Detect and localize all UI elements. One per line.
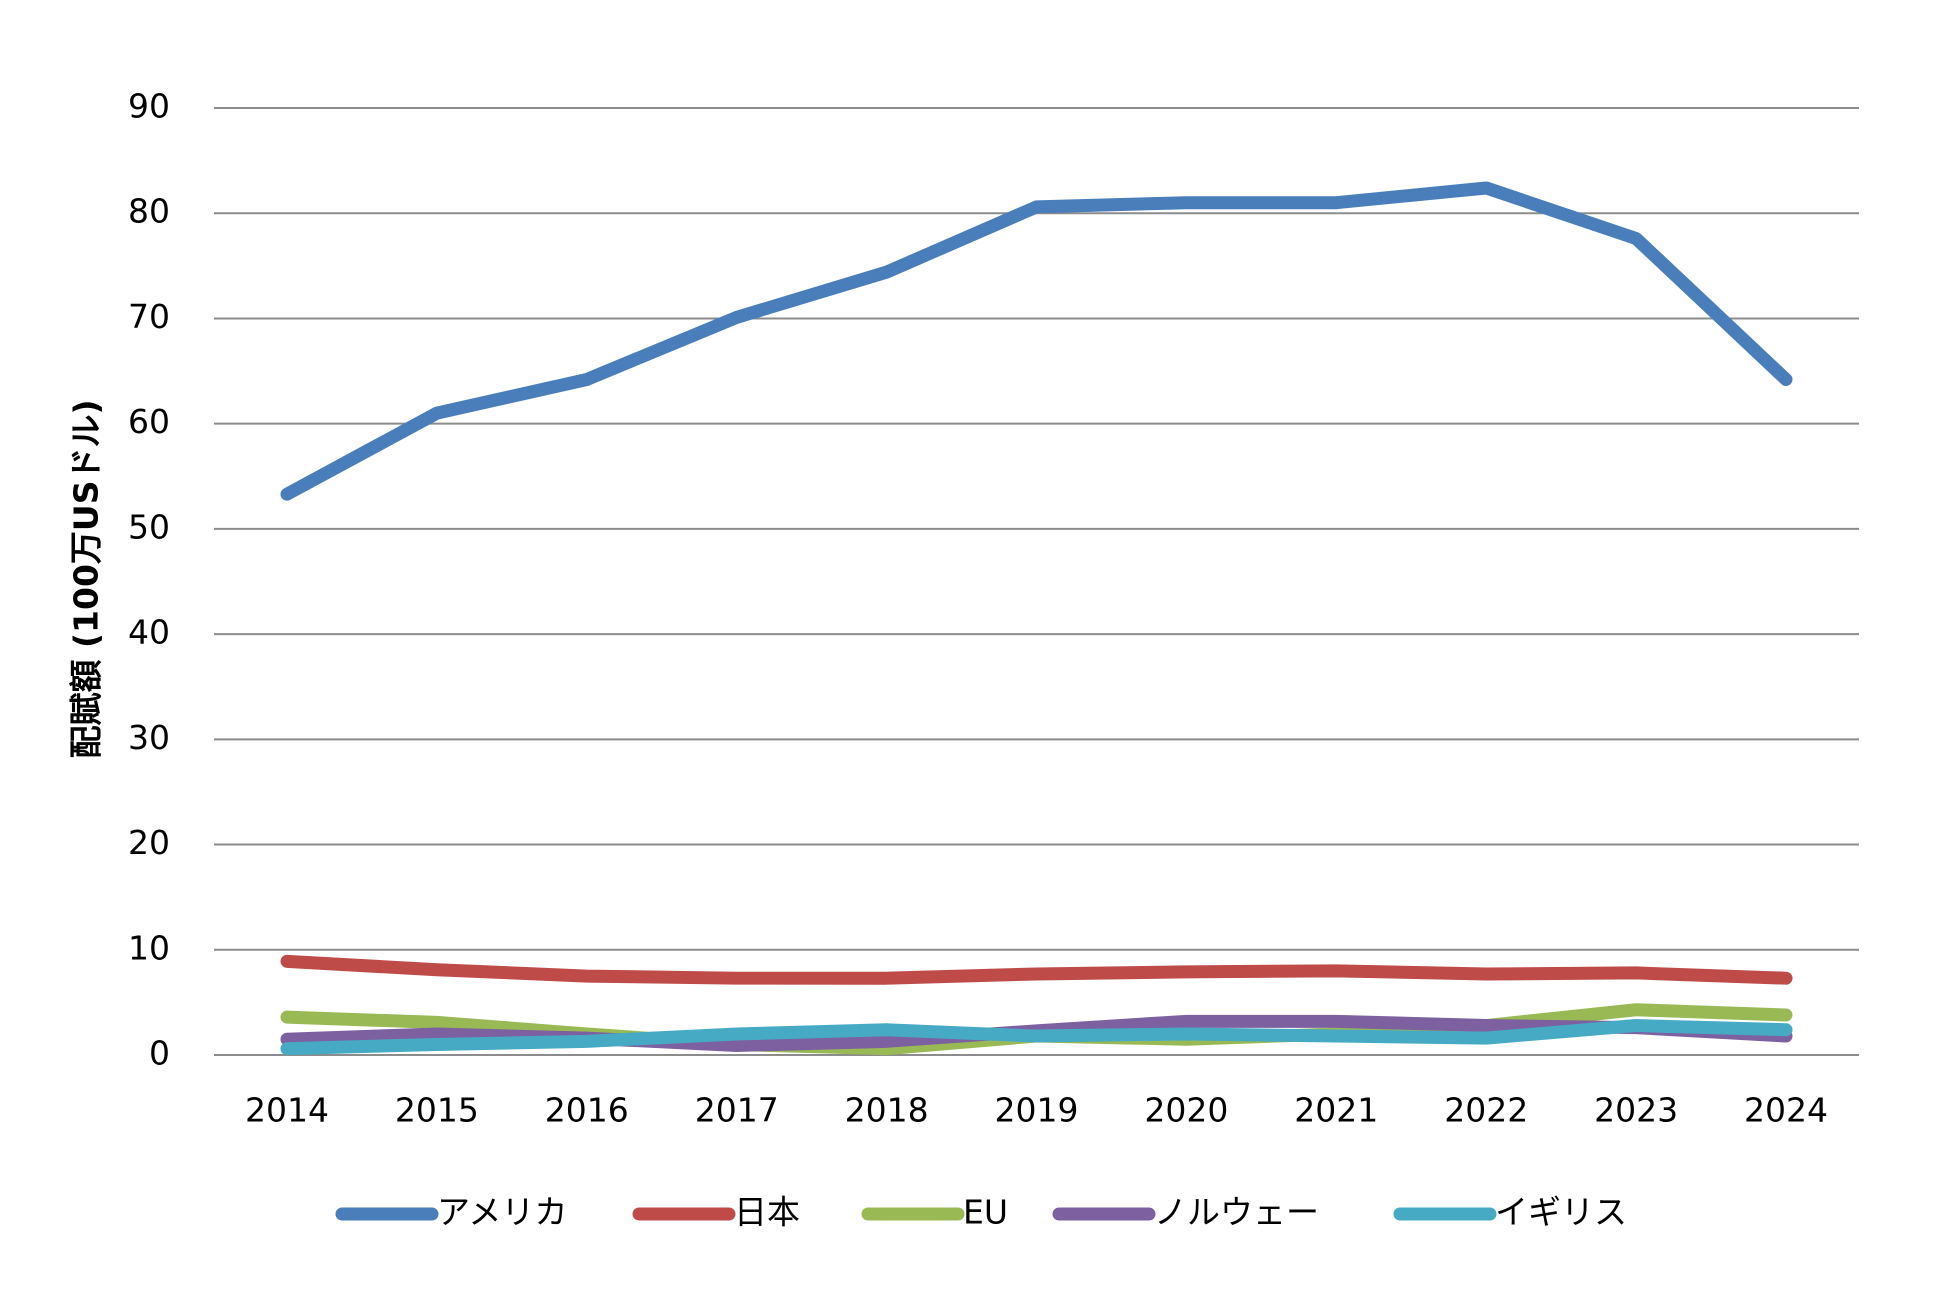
- x-tick-label: 2016: [545, 1091, 629, 1130]
- y-tick-label: 70: [128, 297, 170, 336]
- x-tick-label: 2017: [695, 1091, 779, 1130]
- x-tick-label: 2018: [845, 1091, 929, 1130]
- x-tick-label: 2019: [995, 1091, 1079, 1130]
- legend-label: 日本: [734, 1193, 800, 1232]
- legend-label: アメリカ: [437, 1193, 567, 1232]
- x-tick-label: 2023: [1594, 1091, 1678, 1130]
- x-tick-label: 2015: [395, 1091, 479, 1130]
- legend-label: イギリス: [1495, 1193, 1627, 1232]
- x-tick-label: 2024: [1744, 1091, 1828, 1130]
- y-tick-label: 0: [149, 1034, 170, 1073]
- series-line: [280, 1019, 1793, 1056]
- x-tick-label: 2020: [1144, 1091, 1228, 1130]
- y-tick-label: 20: [128, 823, 170, 862]
- x-tick-label: 2021: [1294, 1091, 1378, 1130]
- legend-label: ノルウェー: [1154, 1193, 1319, 1232]
- y-tick-label: 90: [128, 87, 170, 126]
- y-tick-label: 10: [128, 928, 170, 967]
- series-line: [280, 181, 1793, 501]
- x-tick-label: 2014: [245, 1091, 329, 1130]
- y-tick-label: 50: [128, 507, 170, 546]
- y-tick-label: 60: [128, 402, 170, 441]
- y-axis-label: 配賦額 (100万USドル): [67, 399, 106, 758]
- y-tick-label: 80: [128, 192, 170, 231]
- y-tick-label: 30: [128, 718, 170, 757]
- legend-label: EU: [963, 1193, 1008, 1232]
- series-line: [280, 954, 1793, 985]
- y-tick-label: 40: [128, 613, 170, 652]
- x-tick-label: 2022: [1444, 1091, 1528, 1130]
